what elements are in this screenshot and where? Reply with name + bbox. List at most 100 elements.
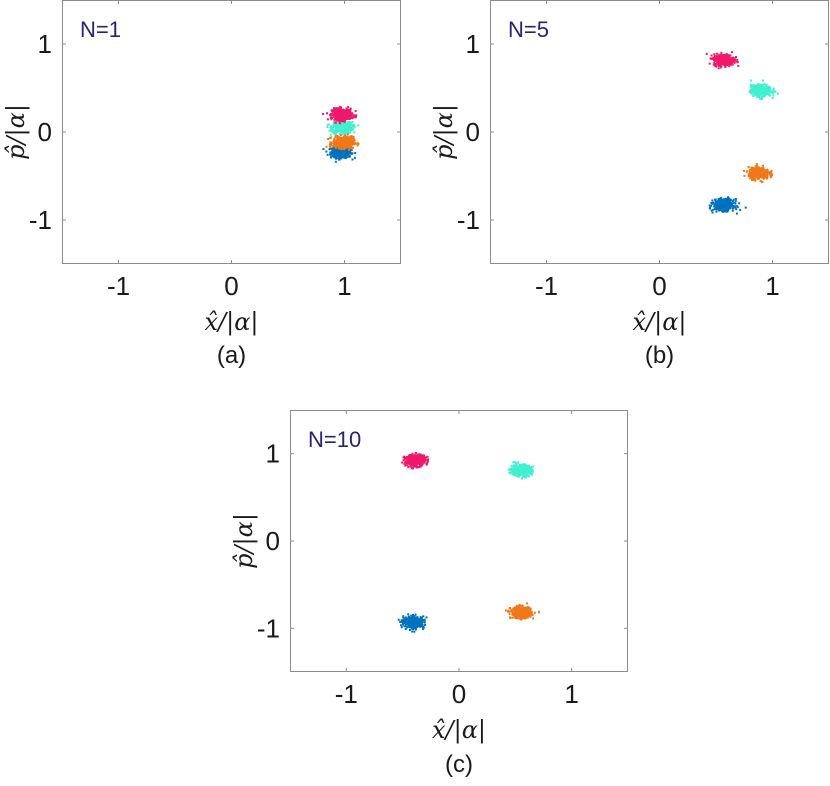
scatter-point <box>330 129 332 132</box>
scatter-point <box>340 157 343 160</box>
scatter-point <box>337 121 340 124</box>
scatter-point <box>767 88 770 91</box>
scatter-point <box>766 87 768 90</box>
scatter-point <box>340 144 343 147</box>
scatter-point <box>335 112 338 115</box>
scatter-point <box>351 128 353 131</box>
scatter-point <box>335 124 338 127</box>
scatter-point <box>729 207 732 210</box>
scatter-point <box>749 168 752 171</box>
scatter-point <box>529 607 532 610</box>
scatter-point <box>509 469 511 471</box>
scatter-point <box>344 155 347 158</box>
scatter-point <box>349 107 352 110</box>
scatter-point <box>513 464 515 467</box>
scatter-point <box>719 203 722 206</box>
scatter-point <box>342 149 345 152</box>
scatter-point <box>341 120 344 123</box>
scatter-point <box>422 615 425 618</box>
scatter-point <box>763 83 766 86</box>
scatter-point <box>412 624 414 627</box>
scatter-point <box>344 152 347 155</box>
scatter-point <box>420 622 423 625</box>
scatter-point <box>754 84 757 87</box>
scatter-point <box>765 176 768 179</box>
scatter-point <box>407 613 410 616</box>
scatter-point <box>332 140 335 143</box>
scatter-point <box>716 202 719 205</box>
scatter-point <box>735 208 738 211</box>
scatter-point <box>751 176 754 179</box>
scatter-point <box>335 157 338 160</box>
scatter-point <box>721 62 724 64</box>
scatter-point <box>407 461 410 464</box>
scatter-cluster <box>397 613 428 633</box>
scatter-point <box>348 118 351 120</box>
scatter-point <box>723 54 726 57</box>
scatter-point <box>333 118 336 121</box>
scatter-point <box>725 205 728 208</box>
scatter-point <box>720 204 723 207</box>
scatter-point <box>731 202 734 205</box>
scatter-point <box>331 109 333 112</box>
scatter-cluster <box>743 163 773 184</box>
scatter-point <box>760 84 762 87</box>
scatter-point <box>418 458 421 461</box>
scatter-point <box>426 455 429 458</box>
scatter-point <box>415 452 417 454</box>
scatter-point <box>752 94 755 97</box>
scatter-point <box>353 125 356 128</box>
scatter-point <box>743 169 745 172</box>
scatter-point <box>355 114 358 117</box>
scatter-point <box>524 616 527 619</box>
scatter-point <box>355 115 357 118</box>
scatter-point <box>412 458 415 461</box>
scatter-point <box>761 91 763 94</box>
scatter-point <box>517 474 520 477</box>
scatter-point <box>357 124 360 127</box>
scatter-point <box>717 207 720 210</box>
scatter-point <box>731 63 734 66</box>
scatter-point <box>717 67 720 70</box>
scatter-point <box>410 457 413 460</box>
scatter-point <box>419 464 421 467</box>
scatter-point <box>335 110 338 113</box>
scatter-point <box>757 90 760 93</box>
scatter-point <box>423 621 426 624</box>
scatter-point <box>340 121 343 124</box>
scatter-point <box>403 625 406 628</box>
scatter-point <box>408 454 411 457</box>
scatter-point <box>414 463 417 466</box>
scatter-point <box>405 462 408 465</box>
scatter-point <box>752 84 755 87</box>
scatter-point <box>526 471 528 474</box>
scatter-point <box>412 615 415 618</box>
scatter-point <box>406 464 409 467</box>
scatter-point <box>333 148 335 151</box>
scatter-point <box>715 204 718 207</box>
scatter-point <box>345 131 348 134</box>
scatter-point <box>340 117 343 120</box>
scatter-cluster <box>748 79 779 101</box>
scatter-point <box>519 470 522 473</box>
scatter-point <box>412 626 415 629</box>
scatter-point <box>344 132 347 135</box>
scatter-point <box>757 167 760 170</box>
scatter-point <box>723 205 726 208</box>
scatter-point <box>759 169 762 172</box>
scatter-point <box>724 56 726 58</box>
scatter-point <box>713 55 716 58</box>
scatter-point <box>416 621 419 624</box>
scatter-point <box>406 617 409 620</box>
panel-label: N=1 <box>80 17 121 42</box>
scatter-point <box>753 171 756 174</box>
scatter-point <box>739 208 742 211</box>
scatter-point <box>338 124 341 127</box>
scatter-point <box>337 116 340 119</box>
scatter-point <box>747 173 750 176</box>
scatter-point <box>719 197 722 200</box>
scatter-point <box>516 466 518 469</box>
scatter-point <box>718 202 720 205</box>
scatter-point <box>403 458 406 461</box>
scatter-point <box>352 135 355 138</box>
